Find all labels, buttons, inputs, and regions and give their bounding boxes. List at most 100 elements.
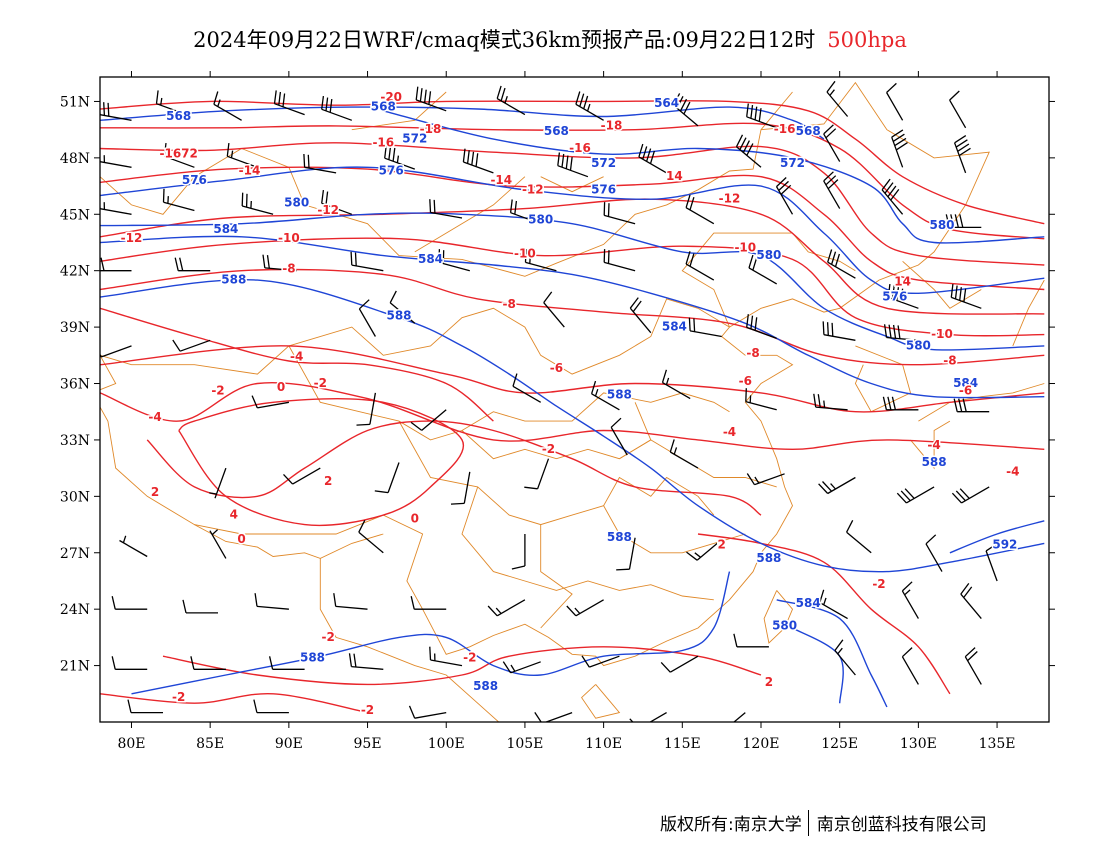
plot-frame xyxy=(99,76,1050,723)
height-label: 588 xyxy=(221,273,246,287)
height-label: 580 xyxy=(772,619,797,633)
temperature-label: -6 xyxy=(739,374,752,388)
wind-barb xyxy=(163,143,195,168)
temperature-label: -18 xyxy=(420,122,442,136)
wind-barb xyxy=(509,199,541,225)
temperature-label: -16 xyxy=(569,141,591,155)
temperature-label: -12 xyxy=(719,192,741,206)
height-label: 580 xyxy=(756,248,781,262)
y-tick-label: 21N xyxy=(60,659,90,675)
border-line xyxy=(918,383,1045,422)
wind-barb xyxy=(268,656,305,670)
temperature-label: -10 xyxy=(278,231,300,245)
wind-barb xyxy=(846,520,872,554)
wind-barb xyxy=(660,655,699,673)
wind-barb xyxy=(945,214,982,229)
y-tick-label: 45N xyxy=(60,207,90,223)
wind-barb xyxy=(629,297,652,334)
wind-barb xyxy=(746,103,777,129)
temperature-label: -6 xyxy=(550,361,563,375)
wind-barb xyxy=(438,249,470,272)
temperature-label: 0 xyxy=(237,532,245,546)
y-tick-label: 51N xyxy=(60,94,90,110)
wind-barb xyxy=(389,290,416,324)
wind-barb xyxy=(209,467,227,499)
wind-barb xyxy=(581,655,620,668)
height-label: 588 xyxy=(607,387,632,401)
wind-barb xyxy=(333,593,368,610)
temperature-contour xyxy=(100,692,368,714)
y-tick-label: 36N xyxy=(60,377,90,393)
wind-barb xyxy=(429,199,463,219)
height-label: 568 xyxy=(166,109,191,123)
x-tick-label: 135E xyxy=(979,736,1016,752)
temperature-label: -2 xyxy=(542,442,555,456)
temperature-label: -1672 xyxy=(160,147,198,161)
temperature-label: 0 xyxy=(277,380,285,394)
height-label: 568 xyxy=(544,124,569,138)
temperature-label: -8 xyxy=(746,346,759,360)
x-tick-label: 125E xyxy=(821,736,858,752)
wind-barb xyxy=(127,699,163,714)
wind-barb xyxy=(100,102,132,121)
temperature-label: -12 xyxy=(317,203,339,217)
wind-barb xyxy=(162,188,195,212)
height-label: 584 xyxy=(953,376,978,390)
y-tick-label: 27N xyxy=(60,546,90,562)
y-tick-label: 42N xyxy=(60,264,90,280)
temperature-label: -2 xyxy=(463,651,476,665)
copyright-text: 版权所有:南京大学 xyxy=(660,815,802,835)
temperature-label: -14 xyxy=(239,164,261,178)
border-line xyxy=(319,558,541,722)
temperature-contour xyxy=(100,307,494,422)
x-tick-label: 120E xyxy=(743,736,780,752)
wind-barb xyxy=(822,321,856,341)
height-label: 588 xyxy=(756,551,781,565)
temperature-label: -8 xyxy=(943,354,956,368)
wind-barb xyxy=(818,476,856,495)
wind-barb xyxy=(669,439,699,469)
wind-barb xyxy=(410,409,447,431)
temperature-label: -8 xyxy=(503,297,516,311)
height-label: 576 xyxy=(591,182,616,196)
height-label: 576 xyxy=(882,290,907,304)
wind-barb xyxy=(111,656,148,670)
height-label: 588 xyxy=(607,530,632,544)
wind-barb xyxy=(512,373,542,403)
wind-barb xyxy=(502,661,541,674)
temperature-label: -4 xyxy=(1006,464,1019,478)
wind-barb xyxy=(119,535,148,558)
temperature-contour xyxy=(100,268,1045,366)
temperature-label: -2 xyxy=(322,630,335,644)
border-line xyxy=(581,684,621,719)
temperature-label: -10 xyxy=(931,327,953,341)
temperature-label: -10 xyxy=(734,241,756,255)
wind-barb xyxy=(616,537,636,571)
wind-barb xyxy=(172,339,211,352)
border-line xyxy=(461,486,714,601)
wind-barb xyxy=(358,520,384,554)
wind-barb xyxy=(321,190,353,215)
wind-barb xyxy=(638,143,667,174)
wind-barb xyxy=(603,202,636,225)
height-label: 584 xyxy=(796,596,821,610)
height-contour xyxy=(131,571,731,695)
border-line xyxy=(100,81,990,667)
border-line xyxy=(763,590,794,644)
temperature-contour xyxy=(100,166,1045,291)
wind-barb xyxy=(253,699,289,714)
wind-barb xyxy=(823,171,841,209)
wind-barb xyxy=(575,91,604,121)
wind-barb xyxy=(985,543,998,582)
wind-barb xyxy=(111,596,148,610)
y-tick-label: 48N xyxy=(60,151,90,167)
height-label: 572 xyxy=(780,156,805,170)
wind-barb xyxy=(735,134,762,168)
wind-barb xyxy=(348,653,384,670)
wind-barb xyxy=(487,599,526,617)
height-label: 572 xyxy=(402,132,427,146)
border-line xyxy=(288,345,730,441)
x-tick-label: 100E xyxy=(428,736,465,752)
height-label: 580 xyxy=(284,196,309,210)
wind-barb xyxy=(262,254,297,272)
